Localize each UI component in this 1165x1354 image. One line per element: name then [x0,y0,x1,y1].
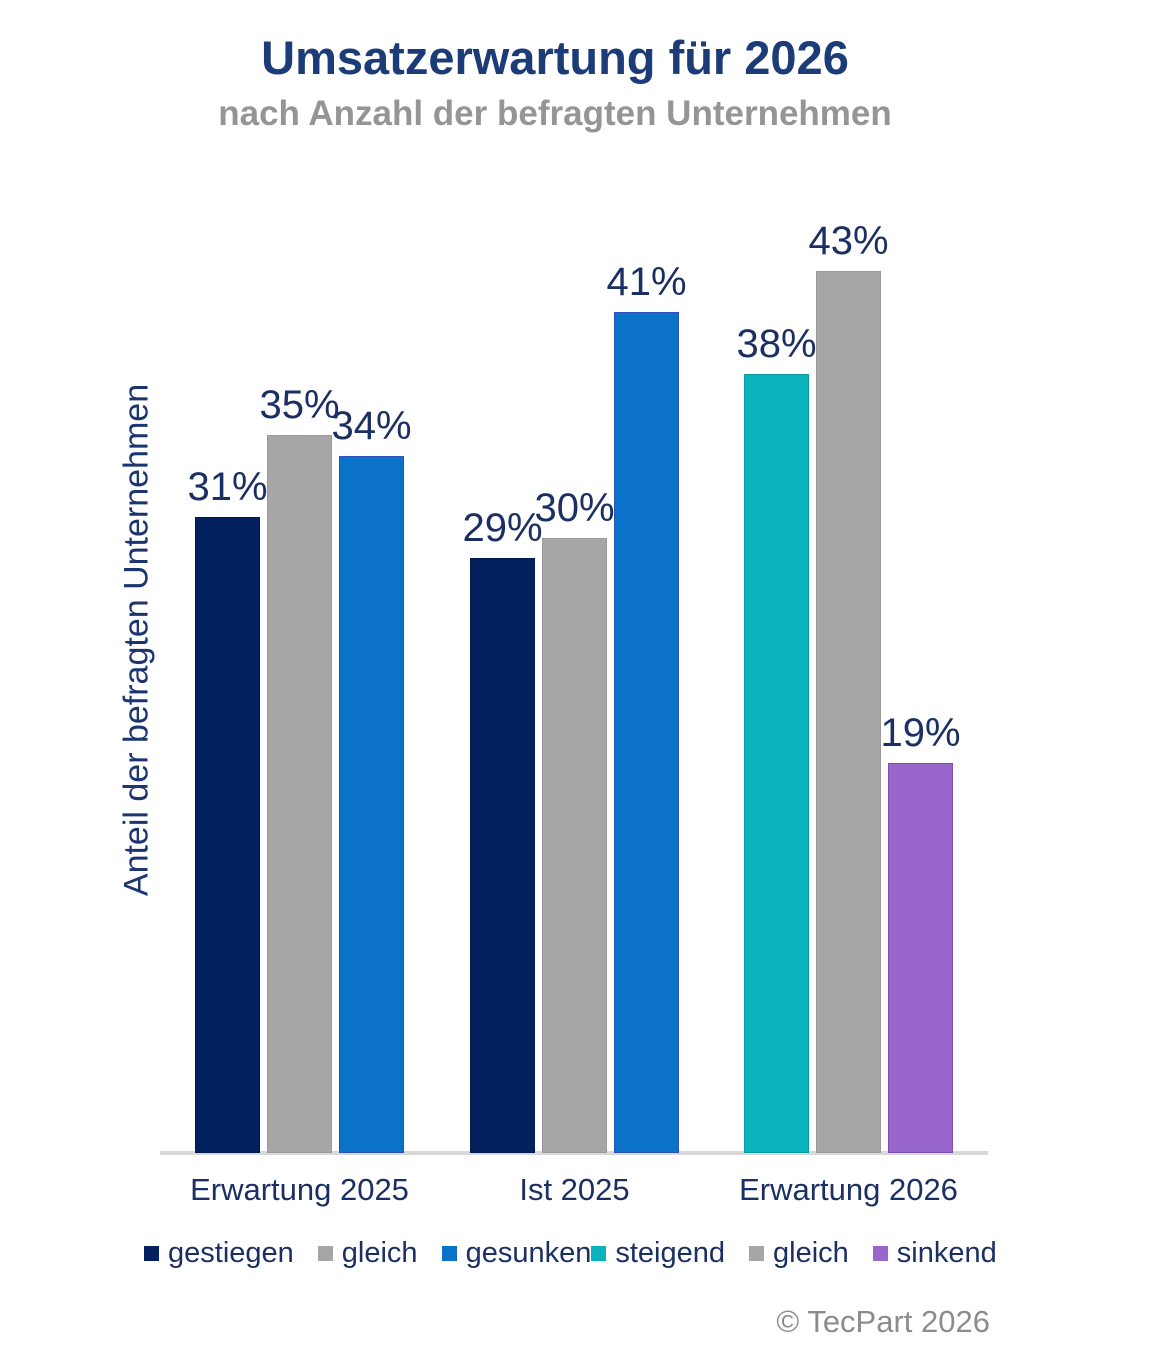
bar-gestiegen-31: 31% [187,465,268,1153]
x-axis-category-label: Erwartung 2025 [190,1172,409,1207]
bar-value-label: 35% [259,383,340,427]
legend-label: gesunken [465,1237,592,1269]
legend-swatch-icon [749,1246,764,1261]
bar-value-label: 31% [187,465,268,509]
legend-group-2026: steigend gleich sinkend [591,1237,997,1270]
legend-item-steigend: steigend [591,1237,725,1270]
bar-gesunken-34: 34% [331,404,412,1153]
legend-label: gestiegen [168,1237,294,1269]
legend-label: sinkend [896,1237,997,1269]
legend-swatch-icon [317,1246,333,1261]
bar-group-2: 29% 30% 41% [462,260,687,1153]
bar-value-label: 34% [331,404,412,448]
y-axis-label: Anteil der befragten Unternehmen [117,383,156,897]
legend-swatch-icon [441,1246,457,1261]
legend-item-sinkend: sinkend [872,1237,997,1270]
bar-gesunken-41: 41% [606,260,687,1153]
bar-value-label: 43% [808,219,889,263]
chart-subtitle: nach Anzahl der befragten Unternehmen [218,94,892,133]
bar-value-label: 19% [880,711,961,755]
x-axis-category-label: Erwartung 2026 [739,1172,958,1207]
legend-label: gleich [341,1237,418,1269]
bar-sinkend-19: 19% [880,711,961,1153]
bar-value-label: 38% [736,322,817,366]
bar-gestiegen-29: 29% [462,506,543,1153]
bar-value-label: 41% [606,260,687,304]
legend-label: gleich [773,1237,849,1269]
bar-steigend-38: 38% [736,322,817,1153]
legend-swatch-icon [872,1246,888,1261]
legend-item-gesunken: gesunken [441,1237,592,1270]
bar-group-3: 38% 43% 19% [736,219,961,1153]
legend-item-gleich: gleich [749,1237,849,1270]
copyright-text: © TecPart 2026 [776,1304,990,1339]
bar-gleich-43: 43% [808,219,889,1153]
legend-group-2025: gestiegen gleich gesunken [144,1237,591,1270]
legend-item-gestiegen: gestiegen [144,1237,294,1270]
chart-title: Umsatzerwartung für 2026 [261,31,849,84]
x-axis-category-label: Ist 2025 [519,1172,630,1207]
bar-group-1: 31% 35% 34% [187,383,412,1153]
legend-swatch-icon [144,1246,159,1261]
bar-value-label: 30% [534,486,615,530]
bar-gleich-30: 30% [534,486,615,1153]
plot-area: 31% 35% 34% 29% 30% 41% 38% 43% 19% [160,180,990,1155]
bar-value-label: 29% [462,506,543,550]
bar-gleich-35: 35% [259,383,340,1153]
legend: gestiegen gleich gesunken steigend gleich si… [144,1237,997,1270]
x-axis-line [160,1151,988,1155]
legend-swatch-icon [591,1246,607,1261]
legend-item-gleich: gleich [317,1237,418,1270]
legend-label: steigend [615,1237,725,1269]
